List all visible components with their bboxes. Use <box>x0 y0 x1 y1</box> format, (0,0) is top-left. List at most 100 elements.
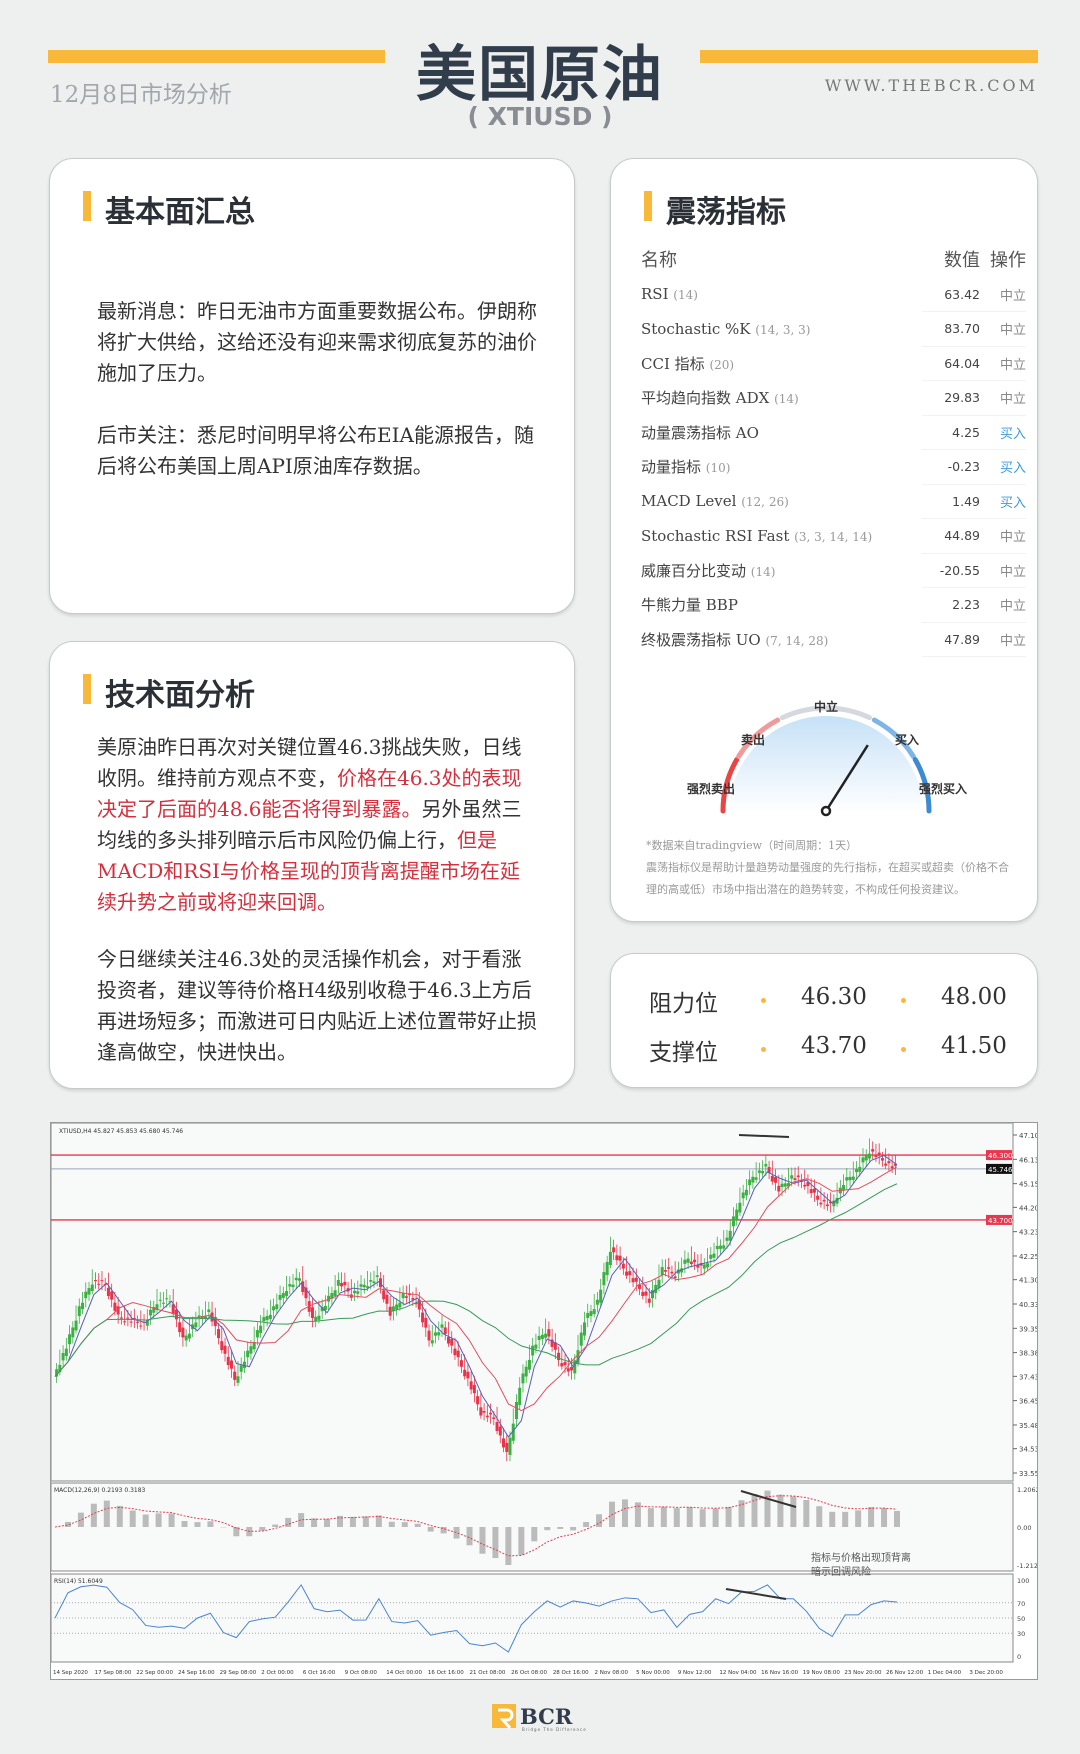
date-tick-label: 6 Oct 16:00 <box>303 1670 336 1676</box>
website-link[interactable]: WWW.THEBCR.COM <box>824 76 1038 95</box>
candle <box>327 1295 331 1302</box>
indicator-name: 牛熊力量 BBP <box>641 588 922 623</box>
oscillator-row: 威廉百分比变动 (14) -20.55 中立 <box>641 553 1026 588</box>
candle <box>353 1290 357 1294</box>
main-pane <box>50 1122 1014 1482</box>
candle <box>628 1271 632 1276</box>
candle <box>754 1177 758 1180</box>
date-tick-label: 16 Nov 16:00 <box>761 1670 799 1676</box>
candle <box>100 1280 104 1282</box>
candle <box>440 1324 444 1328</box>
candle <box>294 1277 298 1281</box>
indicator-name: 终极震荡指标 UO (7, 14, 28) <box>641 622 922 657</box>
indicator-action: 中立 <box>980 587 1026 623</box>
name: 牛熊力量 BBP <box>641 596 738 615</box>
technical-strategy: 今日继续关注46.3处的灵活操作机会，对于看涨投资者，建议等待价格H4级别收稳于… <box>97 947 537 1064</box>
candle <box>366 1286 370 1288</box>
technical-card: 技术面分析 美原油昨日再次对关键位置46.3挑战失败，日线收阴。维持前方观点不变… <box>49 641 575 1089</box>
candle <box>74 1320 78 1331</box>
candle <box>226 1356 230 1365</box>
candle <box>356 1291 360 1294</box>
support-2: 41.50 <box>941 1033 1007 1059</box>
candle <box>472 1385 476 1394</box>
candle <box>459 1360 463 1367</box>
fundamentals-outlook: 后市关注：悉尼时间明早将公布EIA能源报告，随后将公布美国上周API原油库存数据… <box>97 423 534 478</box>
indicator-action: 中立 <box>980 380 1026 416</box>
candle <box>255 1330 259 1338</box>
candle <box>106 1287 110 1296</box>
candle <box>145 1319 149 1326</box>
dot <box>901 1047 906 1052</box>
date-tick-label: 17 Sep 08:00 <box>95 1670 132 1676</box>
candle <box>540 1334 544 1339</box>
candle <box>641 1291 645 1297</box>
indicator-action: 中立 <box>980 277 1026 312</box>
arc-buy <box>871 717 916 759</box>
candle <box>660 1267 664 1276</box>
candle <box>741 1192 745 1199</box>
candle <box>582 1322 586 1336</box>
levels-card: 阻力位 46.30 48.00 支撑位 43.70 41.50 <box>610 953 1038 1088</box>
candle <box>55 1369 59 1377</box>
indicator-value: 2.23 <box>922 587 980 623</box>
col-value: 数值 <box>944 250 980 271</box>
macd-signal-line <box>54 1495 898 1557</box>
candle <box>744 1189 748 1196</box>
candle <box>369 1280 373 1282</box>
fundamentals-body: 最新消息：昨日无油市方面重要数据公布。伊朗称将扩大供给，这给还没有迎来需求彻底复… <box>97 296 537 482</box>
indicator-value: 44.89 <box>922 518 980 554</box>
rsi-tick-label: 50 <box>1017 1615 1025 1623</box>
candle <box>223 1345 227 1354</box>
candle <box>181 1327 185 1338</box>
disclaimer: 震荡指标仪是帮助计量趋势动量强度的先行指标，在超买或超卖（价格不合理的高或低）市… <box>646 861 1009 896</box>
candle <box>589 1311 593 1317</box>
fundamentals-news: 最新消息：昨日无油市方面重要数据公布。伊朗称将扩大供给，这给还没有迎来需求彻底复… <box>97 299 537 385</box>
candle <box>453 1348 457 1356</box>
candle <box>469 1381 473 1390</box>
candle <box>893 1163 897 1166</box>
candle <box>809 1189 813 1194</box>
candle <box>793 1178 797 1180</box>
candle <box>129 1321 133 1323</box>
divergence-annotation: 暗示回调风险 <box>811 1565 871 1578</box>
indicator-action: 中立 <box>980 553 1026 588</box>
candle <box>304 1287 308 1299</box>
chart-header: XTIUSD,H4 45.827 45.853 45.680 45.746 <box>59 1128 183 1135</box>
indicator-value: 1.49 <box>922 484 980 519</box>
candle <box>178 1322 182 1333</box>
candle <box>391 1306 395 1312</box>
candle <box>502 1438 506 1448</box>
name: 动量震荡指标 AO <box>641 423 759 442</box>
price-tick-label: 38.380 <box>1019 1350 1037 1358</box>
candle <box>424 1317 428 1328</box>
indicator-value: -0.23 <box>922 449 980 485</box>
level-tag-label: 45.746 <box>988 1166 1013 1174</box>
price-tick-label: 45.155 <box>1019 1181 1037 1189</box>
rsi-tick-label: 100 <box>1017 1577 1029 1585</box>
indicator-name: 动量指标 (10) <box>641 450 922 485</box>
ma-slow-line <box>54 1183 898 1377</box>
candle <box>735 1209 739 1220</box>
candle <box>673 1276 677 1279</box>
candle <box>670 1271 674 1274</box>
indicator-value: 64.04 <box>922 346 980 381</box>
candle <box>770 1175 774 1182</box>
date-tick-label: 9 Oct 08:00 <box>345 1670 378 1676</box>
candle <box>197 1315 201 1318</box>
candle <box>171 1304 175 1315</box>
candle <box>702 1264 706 1269</box>
rsi-line <box>54 1583 898 1653</box>
oscillator-row: Stochastic RSI Fast (3, 3, 14, 14) 44.89 中… <box>641 518 1026 554</box>
price-tick-label: 35.480 <box>1019 1422 1037 1430</box>
candle <box>430 1340 434 1344</box>
candle <box>595 1299 599 1305</box>
candle <box>298 1278 302 1281</box>
candle <box>654 1284 658 1294</box>
price-tick-label: 42.255 <box>1019 1253 1037 1261</box>
ma-fast-line <box>54 1155 898 1438</box>
candle <box>485 1415 489 1418</box>
candle <box>463 1369 467 1377</box>
level-tag <box>986 1150 1012 1161</box>
candle <box>77 1306 81 1317</box>
oscillator-table: 名称 数值 操作 RSI (14) 63.42 中立 Stochastic %K (14,… <box>641 241 1026 657</box>
